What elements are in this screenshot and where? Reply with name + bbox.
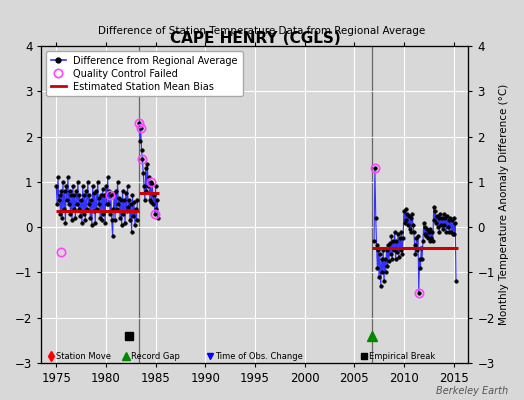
Text: Station Move: Station Move (56, 352, 111, 361)
Text: Time of Obs. Change: Time of Obs. Change (215, 352, 303, 361)
Y-axis label: Monthly Temperature Anomaly Difference (°C): Monthly Temperature Anomaly Difference (… (499, 84, 509, 325)
Title: CAPE HENRY (CGLS): CAPE HENRY (CGLS) (170, 31, 340, 46)
Text: Berkeley Earth: Berkeley Earth (436, 386, 508, 396)
Legend: Difference from Regional Average, Quality Control Failed, Estimated Station Mean: Difference from Regional Average, Qualit… (46, 51, 243, 96)
Text: Record Gap: Record Gap (131, 352, 180, 361)
Text: Empirical Break: Empirical Break (369, 352, 435, 361)
Text: Difference of Station Temperature Data from Regional Average: Difference of Station Temperature Data f… (99, 26, 425, 36)
